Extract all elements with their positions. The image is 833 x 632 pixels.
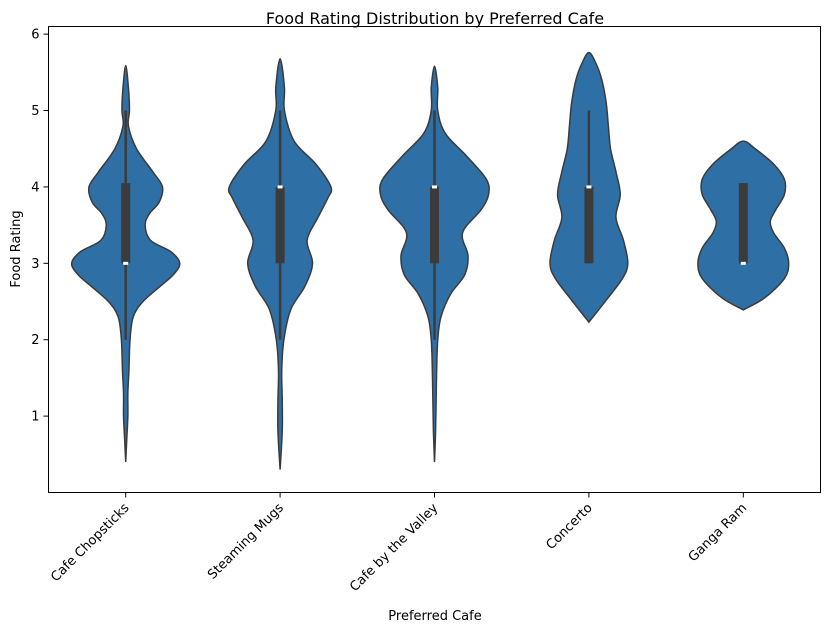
x-axis-label: Preferred Cafe xyxy=(388,609,481,624)
y-tick-label: 1 xyxy=(31,410,39,425)
y-tick-label: 3 xyxy=(31,257,39,272)
iqr-box-0 xyxy=(121,183,131,264)
y-tick-label: 5 xyxy=(31,104,39,119)
median-marker-0 xyxy=(123,261,129,265)
median-marker-3 xyxy=(586,185,592,189)
iqr-box-3 xyxy=(584,186,594,264)
y-tick-label: 6 xyxy=(31,28,39,43)
y-tick-label: 4 xyxy=(31,180,39,195)
y-axis: 1 2 3 4 5 6 xyxy=(31,28,49,425)
x-tick-label: Steaming Mugs xyxy=(205,501,287,583)
x-axis: Cafe Chopsticks Steaming Mugs Cafe by the … xyxy=(48,492,750,595)
iqr-box-4 xyxy=(738,183,748,264)
y-tick-label: 2 xyxy=(31,333,39,348)
x-tick-label: Ganga Ram xyxy=(686,501,750,565)
median-marker-2 xyxy=(432,185,437,189)
x-tick-label: Concerto xyxy=(544,501,596,553)
iqr-box-2 xyxy=(430,186,439,264)
iqr-box-1 xyxy=(275,186,285,264)
chart-title: Food Rating Distribution by Preferred Ca… xyxy=(266,9,604,28)
median-marker-1 xyxy=(277,185,283,189)
x-tick-label: Cafe by the Valley xyxy=(347,501,441,595)
x-tick-label: Cafe Chopsticks xyxy=(48,501,132,585)
inner-boxes-group xyxy=(121,110,748,340)
median-marker-4 xyxy=(740,261,746,265)
y-axis-label: Food Rating xyxy=(9,210,24,287)
